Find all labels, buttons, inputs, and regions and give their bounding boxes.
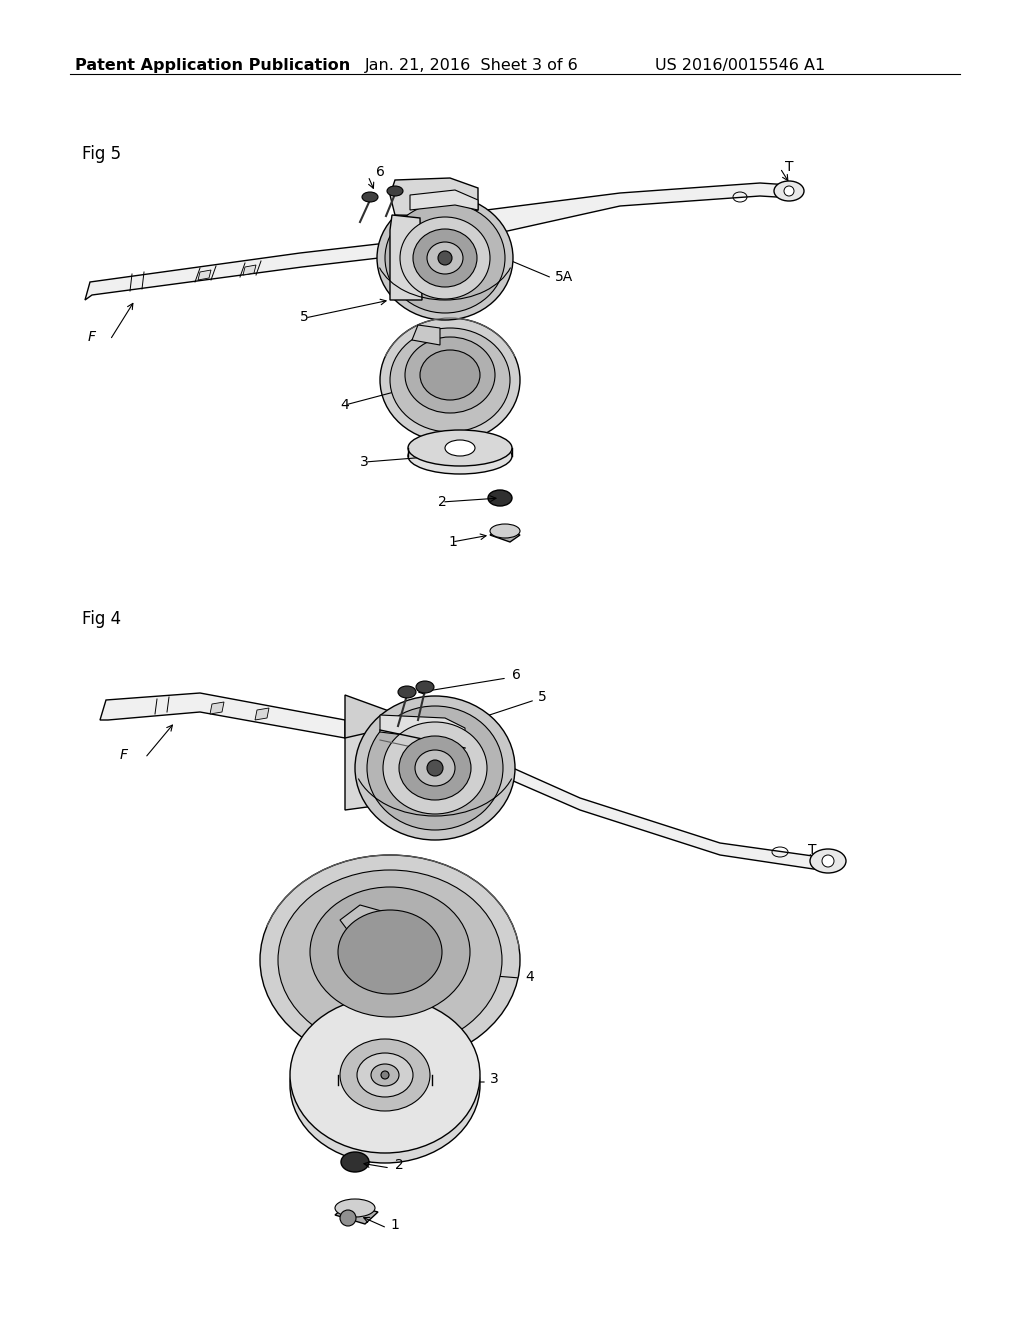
Ellipse shape bbox=[390, 327, 510, 432]
Ellipse shape bbox=[416, 681, 434, 693]
Ellipse shape bbox=[340, 1039, 430, 1111]
Ellipse shape bbox=[338, 909, 442, 994]
Ellipse shape bbox=[335, 1199, 375, 1217]
Text: T: T bbox=[808, 843, 816, 857]
Ellipse shape bbox=[413, 228, 477, 286]
Ellipse shape bbox=[406, 337, 495, 413]
Text: 5: 5 bbox=[538, 690, 547, 704]
Polygon shape bbox=[243, 265, 256, 275]
Ellipse shape bbox=[810, 849, 846, 873]
Polygon shape bbox=[345, 696, 465, 755]
Ellipse shape bbox=[415, 750, 455, 785]
Text: 4: 4 bbox=[525, 970, 534, 983]
Ellipse shape bbox=[408, 430, 512, 466]
Polygon shape bbox=[345, 730, 382, 810]
Text: F: F bbox=[88, 330, 96, 345]
Ellipse shape bbox=[490, 524, 520, 539]
Text: 5A: 5A bbox=[555, 271, 573, 284]
Text: 6: 6 bbox=[512, 668, 521, 682]
Text: 1: 1 bbox=[390, 1218, 399, 1232]
Circle shape bbox=[340, 1210, 356, 1226]
Ellipse shape bbox=[445, 440, 475, 455]
Ellipse shape bbox=[260, 855, 520, 1065]
Polygon shape bbox=[412, 325, 440, 345]
Ellipse shape bbox=[408, 438, 512, 474]
Text: F: F bbox=[120, 748, 128, 762]
Polygon shape bbox=[390, 215, 422, 300]
Polygon shape bbox=[198, 271, 211, 280]
Text: 2: 2 bbox=[438, 495, 446, 510]
Ellipse shape bbox=[383, 722, 487, 814]
Text: Fig 4: Fig 4 bbox=[82, 610, 121, 628]
Text: 3: 3 bbox=[490, 1072, 499, 1086]
Ellipse shape bbox=[400, 216, 490, 300]
Text: 1: 1 bbox=[449, 535, 457, 549]
Ellipse shape bbox=[387, 186, 403, 195]
Polygon shape bbox=[340, 906, 385, 940]
Polygon shape bbox=[455, 183, 793, 242]
Polygon shape bbox=[85, 238, 430, 300]
Ellipse shape bbox=[278, 870, 502, 1049]
Ellipse shape bbox=[380, 318, 520, 442]
Ellipse shape bbox=[774, 181, 804, 201]
Text: 2: 2 bbox=[395, 1158, 403, 1172]
Circle shape bbox=[784, 186, 794, 195]
Polygon shape bbox=[490, 528, 520, 543]
Polygon shape bbox=[465, 748, 835, 870]
Polygon shape bbox=[335, 1204, 378, 1224]
Text: 3: 3 bbox=[360, 455, 369, 469]
Ellipse shape bbox=[488, 490, 512, 506]
Ellipse shape bbox=[371, 1064, 399, 1086]
Ellipse shape bbox=[377, 195, 513, 319]
Ellipse shape bbox=[420, 350, 480, 400]
Circle shape bbox=[438, 251, 452, 265]
Circle shape bbox=[381, 1071, 389, 1078]
Ellipse shape bbox=[290, 997, 480, 1152]
Polygon shape bbox=[410, 190, 478, 210]
Ellipse shape bbox=[357, 1053, 413, 1097]
Ellipse shape bbox=[398, 686, 416, 698]
Text: 4: 4 bbox=[340, 399, 349, 412]
Text: Fig 5: Fig 5 bbox=[82, 145, 121, 162]
Polygon shape bbox=[210, 702, 224, 714]
Circle shape bbox=[822, 855, 834, 867]
Text: Jan. 21, 2016  Sheet 3 of 6: Jan. 21, 2016 Sheet 3 of 6 bbox=[365, 58, 579, 73]
Ellipse shape bbox=[399, 737, 471, 800]
Ellipse shape bbox=[385, 203, 505, 313]
Polygon shape bbox=[100, 693, 345, 738]
Ellipse shape bbox=[290, 1007, 480, 1163]
Ellipse shape bbox=[310, 887, 470, 1016]
Text: T: T bbox=[785, 160, 794, 174]
Text: US 2016/0015546 A1: US 2016/0015546 A1 bbox=[655, 58, 825, 73]
Ellipse shape bbox=[341, 1152, 369, 1172]
Polygon shape bbox=[380, 715, 465, 744]
Text: 5: 5 bbox=[300, 310, 309, 323]
Ellipse shape bbox=[362, 191, 378, 202]
Text: 6: 6 bbox=[376, 165, 385, 180]
Ellipse shape bbox=[427, 242, 463, 275]
Ellipse shape bbox=[367, 706, 503, 830]
Polygon shape bbox=[390, 178, 478, 216]
Text: Patent Application Publication: Patent Application Publication bbox=[75, 58, 350, 73]
Circle shape bbox=[427, 760, 443, 776]
Polygon shape bbox=[255, 708, 269, 719]
Ellipse shape bbox=[355, 696, 515, 840]
